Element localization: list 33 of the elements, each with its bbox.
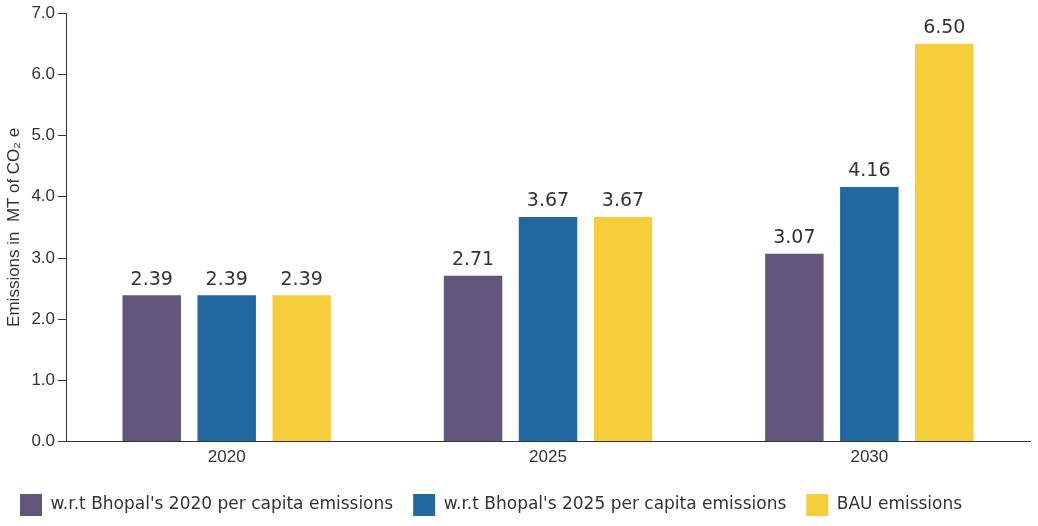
bar <box>122 295 181 442</box>
y-tick-label: 4.0 <box>31 186 56 206</box>
data-label: 4.16 <box>848 158 891 181</box>
data-label: 3.67 <box>601 188 645 211</box>
bar <box>593 217 653 442</box>
x-tick-label: 2020 <box>207 447 246 467</box>
x-tick-label: 2025 <box>529 447 567 467</box>
bar <box>197 295 256 442</box>
bar <box>765 253 824 442</box>
data-label: 3.07 <box>773 225 816 248</box>
legend-label: BAU emissions <box>836 493 963 514</box>
y-tick-label: 6.0 <box>31 64 56 84</box>
data-label: 6.50 <box>923 15 966 38</box>
bar <box>915 43 974 442</box>
legend-label: w.r.t Bhopal's 2020 per capita emissions <box>50 493 394 514</box>
data-label: 2.39 <box>130 266 173 289</box>
y-axis-title: Emissions in MT of CO₂ e <box>3 127 23 327</box>
y-tick-label: 7.0 <box>31 2 56 22</box>
bar <box>840 187 899 442</box>
bar <box>272 295 331 442</box>
y-tick-label: 1.0 <box>31 370 56 390</box>
y-tick-label: 5.0 <box>31 125 56 145</box>
data-label: 2.71 <box>451 247 495 270</box>
legend-label: w.r.t Bhopal's 2025 per capita emissions <box>443 493 787 514</box>
bar <box>443 275 503 442</box>
y-tick-label: 2.0 <box>31 308 56 328</box>
bar <box>518 217 578 442</box>
y-tick-label: 3.0 <box>31 247 56 267</box>
data-label: 2.39 <box>205 266 248 289</box>
y-tick-label: 0.0 <box>31 431 56 451</box>
data-label: 2.39 <box>280 266 323 289</box>
x-tick-label: 2030 <box>850 447 889 467</box>
data-label: 3.67 <box>526 188 570 211</box>
